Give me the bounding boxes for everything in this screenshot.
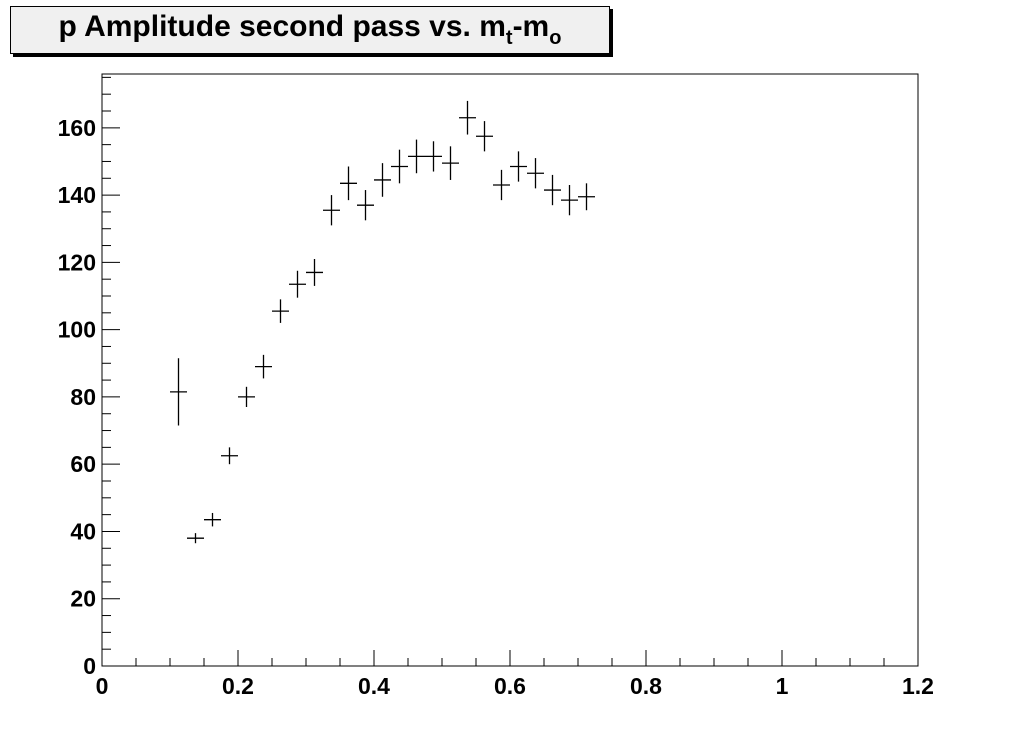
data-point <box>289 270 306 298</box>
data-point <box>272 299 289 323</box>
x-tick-label: 0.6 <box>494 673 526 699</box>
data-point <box>561 185 578 216</box>
chart-title-sub-t: t <box>505 27 513 49</box>
y-tick-label: 120 <box>58 249 96 275</box>
axis-ticks <box>101 76 919 667</box>
x-tick-label: 0.8 <box>630 673 662 699</box>
data-points <box>170 100 595 544</box>
y-tick-label: 100 <box>58 317 96 343</box>
chart-title-box: p Amplitude second pass vs. mt-mo <box>10 6 610 54</box>
data-point <box>391 149 408 184</box>
y-tick-label: 0 <box>83 653 96 679</box>
x-tick-label: 0.4 <box>358 673 390 699</box>
plot-frame <box>101 73 919 667</box>
data-point <box>357 190 374 221</box>
chart-title-sub-o: o <box>549 27 562 49</box>
data-point <box>340 166 357 201</box>
axis-tick-labels: 0 0.2 0.4 0.6 0.8 1 1.2 0 20 40 60 80 100 120 140 160 <box>58 115 934 699</box>
axes <box>101 74 918 667</box>
data-point <box>255 354 272 379</box>
chart-title-main: p Amplitude second pass vs. m <box>58 10 506 43</box>
data-point <box>187 533 204 544</box>
data-point <box>476 121 493 152</box>
y-tick-label: 80 <box>70 384 96 410</box>
x-tick-label: 0.2 <box>222 673 254 699</box>
y-tick-label: 20 <box>70 586 96 612</box>
data-point <box>578 183 595 211</box>
x-tick-label: 1 <box>776 673 789 699</box>
chart-title-mid: -m <box>512 10 550 43</box>
data-point <box>306 259 323 286</box>
y-tick-label: 60 <box>70 451 96 477</box>
data-point <box>425 141 442 172</box>
data-point <box>442 146 459 180</box>
x-tick-label: 0 <box>96 673 109 699</box>
x-tick-label: 1.2 <box>902 673 934 699</box>
chart-title: p Amplitude second pass vs. mt-mo <box>59 10 562 50</box>
data-point <box>323 195 340 226</box>
data-point <box>204 512 221 527</box>
data-point <box>408 139 425 174</box>
data-point <box>510 151 527 182</box>
y-tick-label: 40 <box>70 518 96 544</box>
data-point <box>527 158 544 189</box>
data-point <box>374 163 391 197</box>
data-point <box>221 447 238 465</box>
data-point <box>493 169 510 201</box>
data-point <box>170 358 187 426</box>
data-point <box>544 174 561 206</box>
y-tick-label: 140 <box>58 182 96 208</box>
y-tick-label: 160 <box>58 115 96 141</box>
data-point <box>238 386 255 407</box>
data-point <box>459 100 476 135</box>
